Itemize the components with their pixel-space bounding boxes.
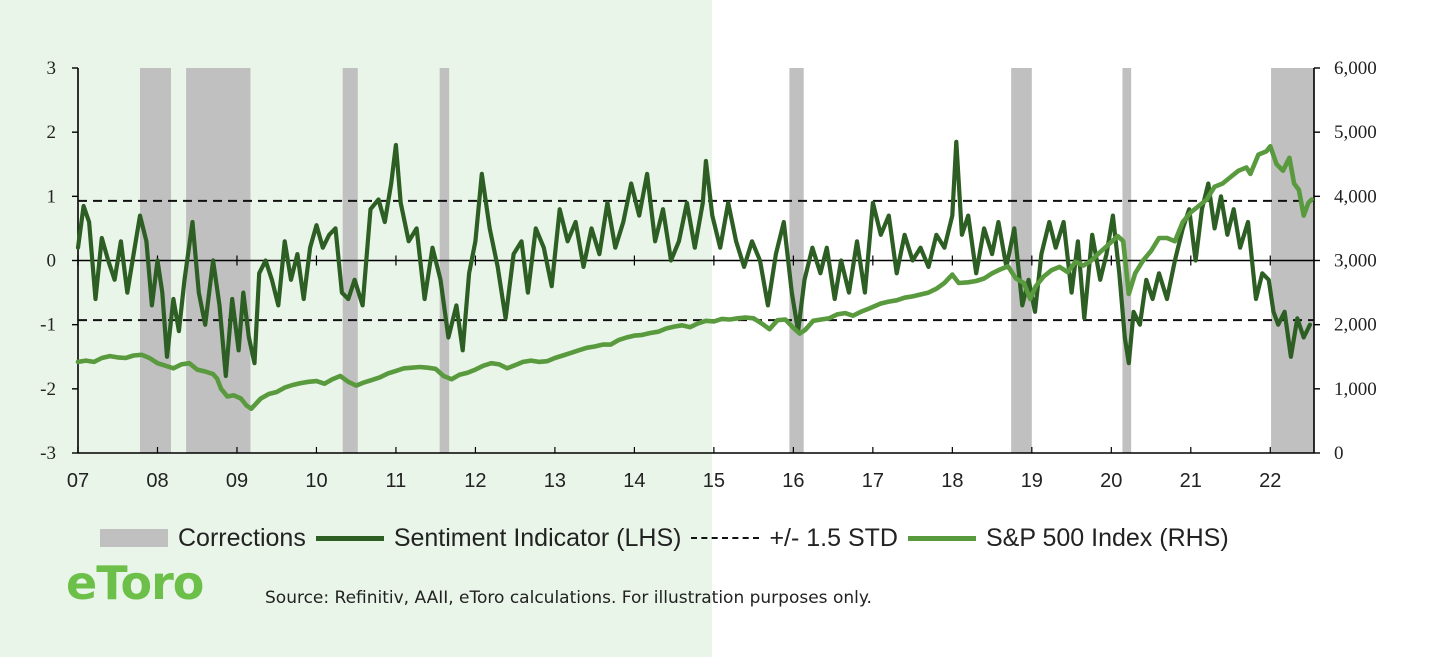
x-tick-label: 19 (1021, 470, 1043, 492)
x-tick-label: 18 (941, 470, 963, 492)
x-tick-label: 15 (703, 470, 725, 492)
x-tick-label: 12 (464, 470, 486, 492)
x-tick-label: 17 (862, 470, 884, 492)
y-left-tick-label: 0 (47, 251, 57, 272)
x-tick-label: 13 (544, 470, 566, 492)
x-tick-label: 14 (623, 470, 645, 492)
series-layer (75, 139, 1314, 411)
legend-sentiment-label: Sentiment Indicator (LHS) (393, 523, 682, 552)
etoro-logo: eToro (66, 556, 204, 610)
source-note: Source: Refinitiv, AAII, eToro calculati… (265, 588, 872, 608)
y-left-tick-label: 3 (47, 58, 57, 79)
legend-corrections-swatch (100, 529, 168, 547)
tick-labels-layer: 3210-1-2-36,0005,0004,0003,0002,0001,000… (40, 58, 1377, 492)
y-right-tick-label: 6,000 (1334, 58, 1377, 79)
y-right-tick-label: 3,000 (1334, 251, 1377, 272)
axes-layer (72, 67, 1320, 454)
sp500-line (75, 144, 1314, 411)
x-tick-label: 11 (386, 470, 407, 492)
legend-sp500-swatch (907, 535, 976, 541)
x-tick-label: 10 (305, 470, 327, 492)
legend-sentiment-swatch (315, 535, 384, 541)
legend-corrections-label: Corrections (178, 523, 306, 552)
y-left-tick-label: 2 (47, 122, 57, 143)
x-tick-label: 09 (226, 470, 248, 492)
logo-text: eToro (66, 556, 204, 610)
legend-sp500: S&P 500 Index (RHS) (907, 523, 1229, 553)
y-left-tick-label: -1 (40, 315, 56, 336)
legend-std: +/- 1.5 STD (691, 524, 898, 553)
legend-std-label: +/- 1.5 STD (769, 523, 898, 552)
y-left-tick-label: -3 (40, 443, 56, 464)
y-right-tick-label: 5,000 (1334, 122, 1377, 143)
y-left-tick-label: -2 (40, 379, 56, 400)
sentiment-line (75, 139, 1313, 379)
std-lines-layer (78, 199, 1314, 322)
x-tick-label: 20 (1100, 470, 1122, 492)
x-tick-label: 07 (67, 470, 89, 492)
x-tick-label: 16 (782, 470, 804, 492)
y-right-tick-label: 2,000 (1334, 315, 1377, 336)
sentiment-chart: 3210-1-2-36,0005,0004,0003,0002,0001,000… (40, 58, 1377, 492)
y-right-tick-label: 0 (1334, 443, 1344, 464)
y-right-tick-label: 4,000 (1334, 186, 1377, 207)
legend-sp500-label: S&P 500 Index (RHS) (985, 523, 1229, 552)
legend-sentiment: Sentiment Indicator (LHS) (315, 523, 682, 553)
y-right-tick-label: 1,000 (1334, 379, 1377, 400)
legend-corrections: Corrections (100, 524, 306, 553)
x-tick-label: 21 (1180, 470, 1202, 492)
x-tick-label: 22 (1259, 470, 1281, 492)
y-left-tick-label: 1 (47, 186, 57, 207)
legend-std-swatch (691, 537, 760, 539)
chart-legend: Corrections Sentiment Indicator (LHS) +/… (100, 518, 1239, 558)
x-tick-label: 08 (146, 470, 168, 492)
